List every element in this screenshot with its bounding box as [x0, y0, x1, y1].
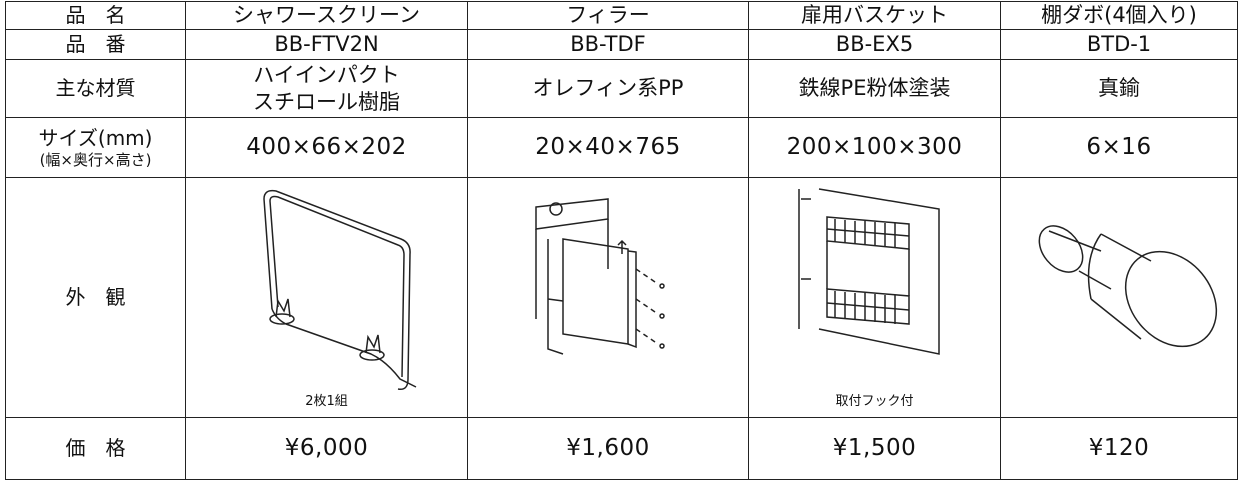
cell: フィラー [467, 1, 749, 30]
cell: 扉用バスケット [748, 1, 1001, 30]
cell: 6×16 [1000, 117, 1238, 178]
cell: 取付フック付 [748, 177, 1001, 418]
size-row: サイズ(mm) (幅×奥行×高さ) 400×66×202 20×40×765 20… [5, 117, 1238, 178]
name-row: 品 名 シャワースクリーン フィラー 扉用バスケット 棚ダボ(4個入り) [5, 1, 1238, 30]
row-label: 品 番 [5, 29, 186, 60]
row-label: 品 名 [5, 1, 186, 30]
line: スチロール樹脂 [253, 89, 400, 114]
cell: 20×40×765 [467, 117, 749, 178]
cell: ¥6,000 [185, 417, 468, 480]
cell: 400×66×202 [185, 117, 468, 178]
image-box: 2枚1組 [186, 179, 467, 417]
product-table: 品 名 シャワースクリーン フィラー 扉用バスケット 棚ダボ(4個入り) 品 番… [5, 1, 1238, 480]
row-label: 外 観 [5, 177, 186, 418]
cell: BB-EX5 [748, 29, 1001, 60]
line: ハイインパクト [253, 63, 400, 88]
cell: オレフィン系PP [467, 59, 749, 118]
cell: BB-TDF [467, 29, 749, 60]
row-label: 価 格 [5, 417, 186, 480]
cell: ¥1,500 [748, 417, 1001, 480]
caption: 取付フック付 [835, 394, 914, 410]
cell: ハイインパクト スチロール樹脂 [185, 59, 468, 118]
cell: BB-FTV2N [185, 29, 468, 60]
row-label: 主な材質 [5, 59, 186, 118]
basket-illustration [798, 187, 940, 355]
image-box [1001, 179, 1237, 417]
dowel-illustration [1038, 224, 1218, 347]
caption: 2枚1組 [305, 394, 348, 410]
cell: ¥1,600 [467, 417, 749, 480]
cell: BTD-1 [1000, 29, 1238, 60]
line: サイズ(mm) [38, 125, 153, 150]
cell: シャワースクリーン [185, 1, 468, 30]
cell: 棚ダボ(4個入り) [1000, 1, 1238, 30]
cell [1000, 177, 1238, 418]
cell: 200×100×300 [748, 117, 1001, 178]
cell: 鉄線PE粉体塗装 [748, 59, 1001, 118]
appearance-row: 外 観 2枚1組 [5, 177, 1238, 418]
cell: 真鍮 [1000, 59, 1238, 118]
code-row: 品 番 BB-FTV2N BB-TDF BB-EX5 BTD-1 [5, 29, 1238, 60]
price-row: 価 格 ¥6,000 ¥1,600 ¥1,500 ¥120 [5, 417, 1238, 480]
cell: ¥120 [1000, 417, 1238, 480]
material-row: 主な材質 ハイインパクト スチロール樹脂 オレフィン系PP 鉄線PE粉体塗装 真鍮 [5, 59, 1238, 118]
cell: 2枚1組 [185, 177, 468, 418]
filler-illustration [535, 197, 665, 355]
cell [467, 177, 749, 418]
image-box: 取付フック付 [749, 179, 1000, 417]
line: (幅×奥行×高さ) [39, 150, 152, 169]
image-box [468, 179, 748, 417]
row-label: サイズ(mm) (幅×奥行×高さ) [5, 117, 186, 178]
shower-screen-illustration [263, 189, 417, 390]
